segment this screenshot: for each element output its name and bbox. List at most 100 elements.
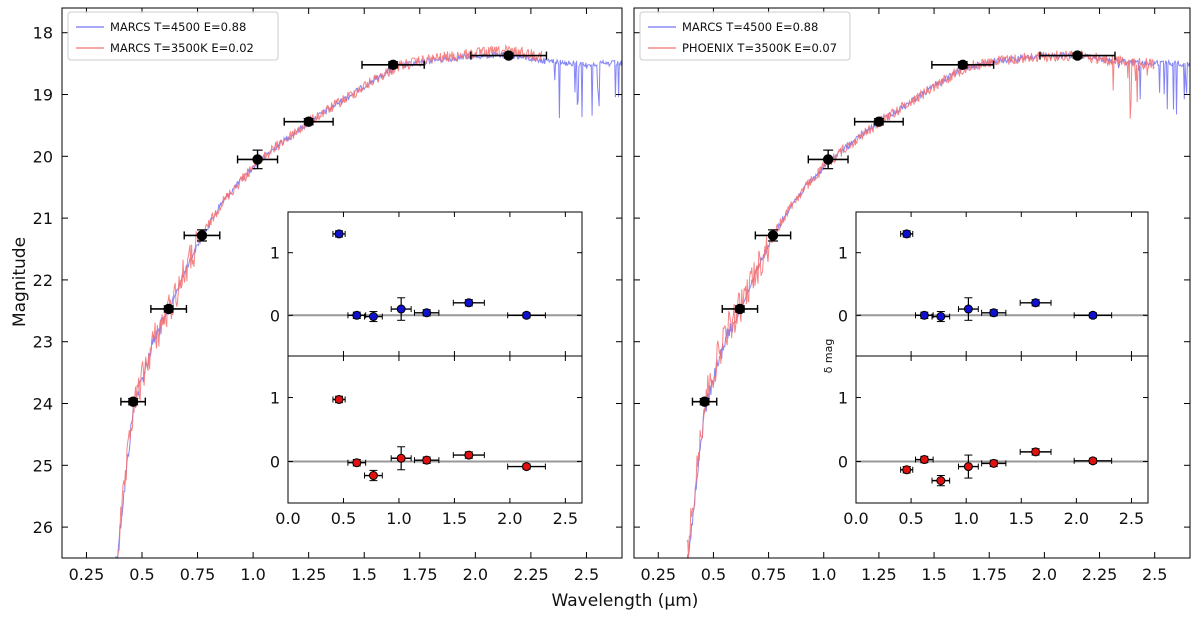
residual-marker: [522, 462, 532, 472]
photometry-marker: [873, 116, 885, 127]
residual-marker: [422, 308, 432, 318]
inset-x-tick-label: 0.5: [898, 509, 923, 528]
x-axis-label: Wavelength (μm): [552, 591, 699, 611]
inset-x-tick-label: 2.5: [553, 509, 578, 528]
residual-point: [452, 298, 485, 308]
data-point: [283, 116, 334, 127]
photometry-marker: [163, 303, 174, 315]
panel-frame: [633, 7, 1191, 559]
residual-marker: [334, 229, 344, 239]
data-point: [754, 229, 792, 242]
residual-marker: [1088, 310, 1098, 320]
photometry-marker: [252, 154, 263, 165]
residual-marker: [963, 462, 973, 472]
residual-point: [900, 229, 914, 239]
residual-point: [1019, 447, 1052, 457]
inset-y-tick-label: 1: [838, 244, 848, 263]
inset-x-tick-label: 0.0: [843, 509, 868, 528]
residual-top: 01: [838, 212, 1148, 356]
x-tick-label: 1.0: [240, 565, 265, 584]
x-tick-label: 0.5: [701, 565, 726, 584]
photometry-marker: [957, 59, 968, 71]
panel-1: 0.25 0.5 0.75 1.0 1.25 1.5 1.75 2.0 2.25 2.5 18 19 2…: [33, 7, 623, 584]
inset-y-tick-label: 0: [838, 306, 848, 325]
data-point: [361, 59, 425, 71]
residual-point: [981, 458, 1007, 468]
residual-marker: [464, 450, 474, 460]
data-point: [1039, 50, 1116, 61]
x-tick-label: 0.75: [180, 565, 216, 584]
residual-marker: [902, 229, 912, 239]
inset-x-tick-label: 0.0: [275, 509, 300, 528]
y-tick-label: 23: [33, 333, 53, 352]
inset-x-tick-label: 1.5: [1009, 509, 1034, 528]
residual-marker: [352, 310, 362, 320]
residual-point: [915, 310, 934, 320]
legend-entry: MARCS T=4500 E=0.88: [682, 20, 818, 34]
legend: MARCS T=4500 E=0.88 MARCS T=3500K E=0.02: [67, 11, 279, 61]
residual-marker: [936, 312, 946, 322]
residual-point: [347, 458, 367, 468]
inset-x-tick-label: 0.5: [331, 509, 356, 528]
residual-point: [900, 465, 914, 475]
residual-marker: [368, 312, 378, 322]
x-tick-label: 0.5: [129, 565, 154, 584]
residual-point: [347, 310, 367, 320]
x-tick-label: 2.0: [1032, 565, 1057, 584]
residual-marker: [919, 310, 929, 320]
residual-point: [915, 455, 934, 465]
residual-point: [390, 446, 412, 471]
x-tick-label: 2.25: [1082, 565, 1118, 584]
data-point: [150, 303, 188, 315]
residual-marker: [989, 458, 999, 468]
data-point: [470, 50, 548, 61]
residual-point: [332, 229, 346, 239]
inset-x-tick-label: 1.0: [386, 509, 411, 528]
data-point: [183, 229, 221, 242]
x-tick-label: 0.25: [640, 565, 676, 584]
residual-point: [413, 308, 440, 318]
x-tick-label: 1.75: [402, 565, 438, 584]
residual-point: [413, 455, 440, 465]
inset-x-tick-label: 2.5: [1119, 509, 1144, 528]
residual-marker: [334, 394, 344, 404]
residual-point: [364, 469, 383, 482]
photometry-marker: [822, 154, 834, 165]
photometry-marker: [1072, 50, 1083, 61]
residual-marker: [1088, 456, 1098, 466]
data-point: [853, 116, 904, 127]
inset-y-tick-label: 1: [270, 389, 280, 408]
residual-marker: [396, 304, 406, 314]
y-axis-label: Magnitude: [10, 237, 30, 327]
photometry-marker: [303, 116, 314, 127]
x-tick-label: 2.5: [574, 565, 599, 584]
inset-frame: [855, 211, 1149, 504]
x-tick-label: 1.0: [811, 565, 836, 584]
legend-box: [67, 11, 279, 61]
residual-marker: [522, 310, 532, 320]
x-tick-label: 1.75: [971, 565, 1007, 584]
x-tick-label: 2.0: [463, 565, 488, 584]
y-tick-label: 24: [33, 395, 53, 414]
residual-marker: [368, 471, 378, 481]
inset-y-tick-label: 0: [838, 452, 848, 471]
residual-point: [332, 394, 346, 404]
photometry-marker: [503, 50, 514, 61]
x-tick-label: 1.25: [861, 565, 897, 584]
data-point: [931, 59, 995, 71]
inset-x-tick-label: 2.0: [1064, 509, 1089, 528]
data-point: [236, 149, 279, 170]
residual-point: [931, 311, 951, 323]
inset-y-tick-label: 1: [270, 244, 280, 263]
y-tick-label: 22: [33, 271, 53, 290]
inset-x-tick-label: 1.0: [953, 509, 978, 528]
plot-area: [115, 43, 622, 558]
residual-point: [452, 450, 485, 460]
data-point: [721, 303, 759, 315]
residual-marker: [902, 465, 912, 475]
y-tick-label: 19: [33, 86, 53, 105]
legend-entry: MARCS T=4500 E=0.88: [110, 20, 246, 34]
x-tick-label: 1.5: [921, 565, 946, 584]
y-tick-label: 26: [33, 518, 53, 537]
x-tick-label: 2.5: [1142, 565, 1167, 584]
